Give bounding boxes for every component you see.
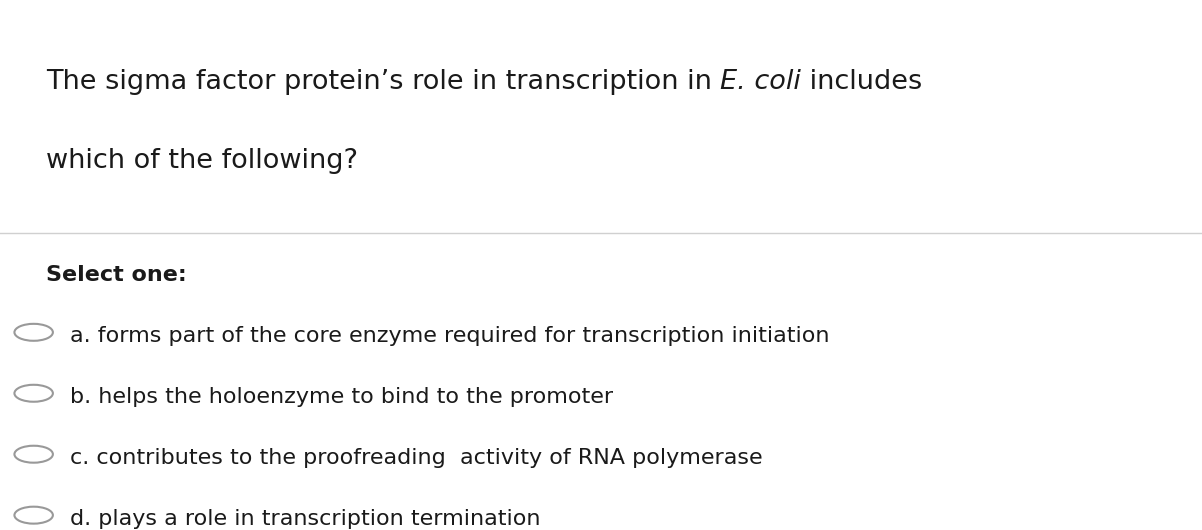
Text: which of the following?: which of the following? xyxy=(46,148,358,174)
Text: E. coli: E. coli xyxy=(720,69,801,95)
Text: includes: includes xyxy=(801,69,922,95)
Text: a. forms part of the core enzyme required for transcription initiation: a. forms part of the core enzyme require… xyxy=(70,326,829,346)
Text: The sigma factor protein’s role in transcription in: The sigma factor protein’s role in trans… xyxy=(46,69,720,95)
Text: c. contributes to the proofreading  activity of RNA polymerase: c. contributes to the proofreading activ… xyxy=(70,448,762,468)
Text: d. plays a role in transcription termination: d. plays a role in transcription termina… xyxy=(70,509,540,529)
Text: b. helps the holoenzyme to bind to the promoter: b. helps the holoenzyme to bind to the p… xyxy=(70,387,613,407)
Text: Select one:: Select one: xyxy=(46,265,186,285)
